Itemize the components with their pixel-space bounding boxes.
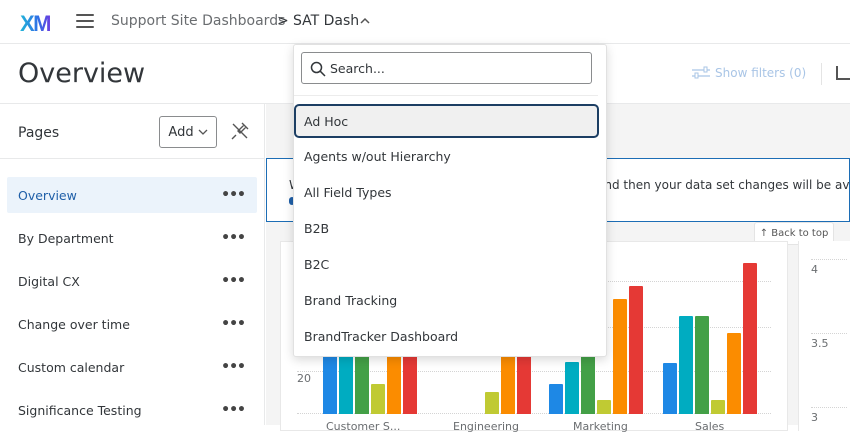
page-item-by-department[interactable]: By Department ••• [7, 220, 257, 256]
breadcrumb-support-site-dashboards[interactable]: Support Site Dashboards [111, 13, 286, 29]
page-item-significance-testing[interactable]: Significance Testing ••• [7, 392, 257, 428]
bar[interactable] [597, 400, 611, 414]
line-chart-widget: 4 3.5 3 [798, 241, 850, 431]
bar[interactable] [501, 354, 515, 414]
bar[interactable] [613, 299, 627, 414]
dropdown-item-b2c[interactable]: B2C [304, 256, 330, 272]
bar[interactable] [711, 400, 725, 414]
pages-heading: Pages [18, 125, 60, 141]
gridline [811, 259, 847, 260]
bar[interactable] [387, 354, 401, 414]
x-axis-label: Marketing [573, 420, 628, 433]
bar[interactable] [695, 316, 709, 414]
y-tick: 3.5 [811, 337, 829, 350]
bar[interactable] [679, 316, 693, 414]
gridline [811, 407, 847, 408]
x-axis-label: Sales [695, 420, 725, 433]
y-tick: 3 [811, 411, 818, 424]
pages-header: Pages Add [0, 104, 264, 159]
bar[interactable] [339, 354, 353, 414]
page-item-label: Custom calendar [18, 359, 125, 375]
page-item-label: Significance Testing [18, 402, 142, 418]
more-options-icon[interactable]: ••• [221, 359, 246, 375]
gridline [297, 371, 771, 372]
bar[interactable] [355, 354, 369, 414]
dropdown-item-agents-without-hierarchy[interactable]: Agents w/out Hierarchy [304, 148, 451, 164]
more-options-icon[interactable]: ••• [221, 187, 246, 203]
bar[interactable] [565, 362, 579, 414]
bar[interactable] [403, 354, 417, 414]
more-options-icon[interactable]: ••• [221, 230, 246, 246]
bar[interactable] [727, 333, 741, 414]
xm-logo[interactable]: XM [20, 11, 52, 36]
bar[interactable] [743, 263, 757, 414]
page-item-overview[interactable]: Overview ••• [7, 177, 257, 213]
dropdown-item-ad-hoc[interactable]: Ad Hoc [294, 104, 599, 138]
more-options-icon[interactable]: ••• [221, 316, 246, 332]
show-filters-button[interactable]: Show filters (0) [692, 66, 806, 80]
more-options-icon[interactable]: ••• [221, 273, 246, 289]
page-item-label: Change over time [18, 316, 130, 332]
bar[interactable] [581, 354, 595, 414]
bar[interactable] [663, 363, 677, 414]
filter-sliders-icon [692, 66, 710, 79]
chevron-down-icon [198, 129, 208, 135]
bar[interactable] [517, 354, 531, 414]
pages-sidebar: Pages Add Overview ••• By Department •••… [0, 104, 265, 425]
notice-text: and then your data set changes will be a… [597, 178, 850, 192]
gridline [297, 413, 771, 414]
page-item-digital-cx[interactable]: Digital CX ••• [7, 263, 257, 299]
search-input[interactable] [330, 60, 580, 76]
chevron-up-icon[interactable] [359, 15, 371, 27]
page-item-custom-calendar[interactable]: Custom calendar ••• [7, 349, 257, 385]
breadcrumb-separator: > [277, 13, 289, 29]
notice-link[interactable] [289, 197, 295, 205]
bar[interactable] [629, 286, 643, 414]
gridline [811, 333, 847, 334]
add-label: Add [168, 124, 194, 140]
page-item-label: By Department [18, 230, 114, 246]
unpin-icon[interactable] [230, 121, 250, 141]
dropdown-item-brandtracker-dashboard[interactable]: BrandTracker Dashboard [304, 328, 459, 344]
top-bar: XM Support Site Dashboards > SAT Dash [0, 0, 850, 44]
page-title: Overview [18, 58, 146, 89]
back-to-top-button[interactable]: ↑ Back to top [754, 222, 834, 245]
bar[interactable] [323, 354, 337, 414]
y-tick: 20 [297, 372, 311, 385]
dashboard-search[interactable] [301, 52, 592, 84]
dropdown-item-brand-tracking[interactable]: Brand Tracking [304, 292, 398, 308]
show-filters-label: Show filters (0) [715, 66, 807, 80]
bar[interactable] [371, 384, 385, 414]
x-axis-label: Engineering [453, 420, 519, 433]
divider [294, 95, 598, 96]
more-options-icon[interactable]: ••• [221, 402, 246, 418]
breadcrumb-dashboard-selector[interactable]: SAT Dash [293, 13, 360, 29]
dropdown-item-b2b[interactable]: B2B [304, 220, 330, 236]
search-icon [310, 61, 326, 77]
page-item-label: Overview [18, 187, 77, 203]
bar[interactable] [549, 384, 563, 414]
edit-icon[interactable] [836, 66, 850, 80]
hamburger-menu-icon[interactable] [76, 14, 94, 28]
page-item-change-over-time[interactable]: Change over time ••• [7, 306, 257, 342]
y-tick: 4 [811, 263, 818, 276]
bar[interactable] [485, 392, 499, 414]
page-item-label: Digital CX [18, 273, 80, 289]
dropdown-item-all-field-types[interactable]: All Field Types [304, 184, 392, 200]
dashboard-selector-dropdown: Ad Hoc Agents w/out Hierarchy All Field … [293, 44, 607, 357]
x-axis-label: Customer S... [326, 420, 401, 433]
add-page-button[interactable]: Add [159, 116, 217, 148]
divider [821, 63, 822, 85]
